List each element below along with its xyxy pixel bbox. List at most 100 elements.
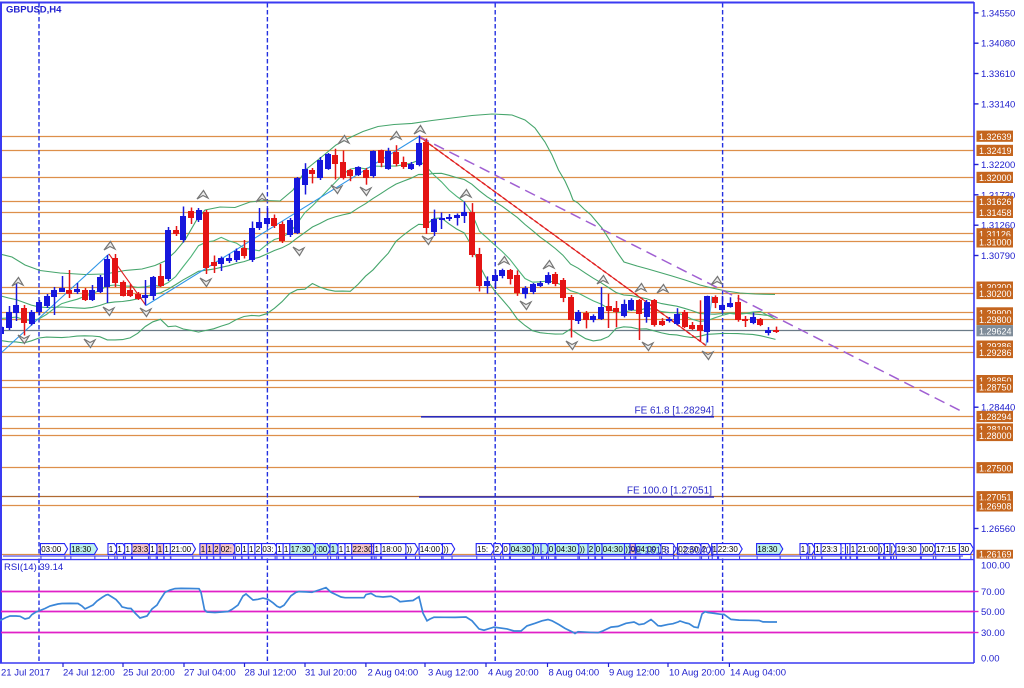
svg-text:1.31000: 1.31000 <box>979 238 1012 248</box>
svg-text:.: . <box>542 545 544 554</box>
svg-text:2: 2 <box>589 545 594 554</box>
svg-text:1: 1 <box>375 545 380 554</box>
svg-text:1: 1 <box>277 545 282 554</box>
svg-text:14:00: 14:00 <box>420 545 441 554</box>
svg-text:1.32000: 1.32000 <box>979 173 1012 183</box>
svg-text:30.00: 30.00 <box>981 628 1005 639</box>
svg-text:1: 1 <box>242 545 247 554</box>
svg-text:28 Jul 12:00: 28 Jul 12:00 <box>245 668 297 679</box>
svg-text:1.32639: 1.32639 <box>979 132 1012 142</box>
svg-text:14 Aug 04:00: 14 Aug 04:00 <box>730 668 786 679</box>
svg-text:03:: 03: <box>262 545 273 554</box>
svg-text:9 Aug 12:00: 9 Aug 12:00 <box>609 668 660 679</box>
svg-text:1.30790: 1.30790 <box>981 251 1015 262</box>
svg-text:23:3: 23:3 <box>822 545 838 554</box>
svg-text:1.34550: 1.34550 <box>981 8 1015 19</box>
svg-text:1: 1 <box>109 545 114 554</box>
svg-text:|: | <box>809 545 811 554</box>
svg-text:4 Aug 20:00: 4 Aug 20:00 <box>488 668 539 679</box>
svg-text:1.33140: 1.33140 <box>981 99 1015 110</box>
svg-text:0.00: 0.00 <box>981 654 1000 665</box>
svg-text:04:30: 04:30 <box>603 545 624 554</box>
svg-text:1.33610: 1.33610 <box>981 69 1015 80</box>
svg-text:1.29386: 1.29386 <box>979 342 1012 352</box>
svg-text:17:15: 17:15 <box>936 545 957 554</box>
svg-text:50.00: 50.00 <box>981 607 1005 618</box>
svg-text:1.28100: 1.28100 <box>979 425 1012 435</box>
svg-text::: : <box>842 545 844 554</box>
svg-text:2: 2 <box>702 545 707 554</box>
svg-text:24 Jul 12:00: 24 Jul 12:00 <box>63 668 115 679</box>
svg-text:0: 0 <box>596 545 601 554</box>
svg-text:)00: )00 <box>922 545 934 554</box>
svg-text:)): )) <box>580 545 586 554</box>
svg-text:1.28750: 1.28750 <box>979 383 1012 393</box>
svg-text:30: 30 <box>960 545 969 554</box>
svg-text:21:00: 21:00 <box>858 545 879 554</box>
svg-text:23:3: 23:3 <box>133 545 149 554</box>
svg-text:04:30: 04:30 <box>556 545 577 554</box>
svg-text:1.29900: 1.29900 <box>979 309 1012 319</box>
svg-text:1.31730: 1.31730 <box>981 190 1015 201</box>
svg-text:15:: 15: <box>477 545 488 554</box>
svg-text:02:30: 02:30 <box>678 545 699 554</box>
svg-text:0: 0 <box>503 545 508 554</box>
svg-text:2: 2 <box>495 545 500 554</box>
svg-text:FE 61.8 [1.28294]: FE 61.8 [1.28294] <box>634 406 714 417</box>
svg-text:FE 161.8 [1.25040]: FE 161.8 [1.25040] <box>629 546 714 557</box>
svg-text:18:30: 18:30 <box>71 545 92 554</box>
svg-text:21:00: 21:00 <box>171 545 192 554</box>
svg-text:1: 1 <box>126 545 131 554</box>
svg-text:|: | <box>846 545 848 554</box>
svg-text:1.28440: 1.28440 <box>981 403 1015 414</box>
svg-text:31 Jul 20:00: 31 Jul 20:00 <box>305 668 357 679</box>
svg-text:1.31260: 1.31260 <box>981 221 1015 232</box>
svg-text:1: 1 <box>339 545 344 554</box>
svg-text:18:00: 18:00 <box>382 545 403 554</box>
svg-text:1.29624: 1.29624 <box>979 326 1012 336</box>
svg-text::00: :00 <box>316 545 328 554</box>
svg-text:|: | <box>891 545 893 554</box>
svg-text:1:: 1: <box>815 545 822 554</box>
svg-text:1.27051: 1.27051 <box>979 492 1012 502</box>
svg-text:1: 1 <box>207 545 212 554</box>
svg-text:100.00: 100.00 <box>981 561 1010 572</box>
svg-text:1: 1 <box>164 545 169 554</box>
svg-text:1.26908: 1.26908 <box>979 502 1012 512</box>
svg-text:2: 2 <box>214 545 219 554</box>
svg-text:8 Aug 04:00: 8 Aug 04:00 <box>549 668 600 679</box>
svg-text:1.27500: 1.27500 <box>979 463 1012 473</box>
svg-text:1: 1 <box>284 545 289 554</box>
svg-text:1.28294: 1.28294 <box>979 412 1012 422</box>
svg-text:21 Jul 2017: 21 Jul 2017 <box>1 668 50 679</box>
svg-text:0: 0 <box>236 545 241 554</box>
svg-text:1.29800: 1.29800 <box>979 315 1012 325</box>
svg-text:0: 0 <box>549 545 554 554</box>
svg-text:10 Aug 20:00: 10 Aug 20:00 <box>669 668 725 679</box>
svg-text:19:30: 19:30 <box>897 545 918 554</box>
svg-text:18:30: 18:30 <box>757 545 778 554</box>
svg-text:RSI(14) 39.14: RSI(14) 39.14 <box>4 562 63 573</box>
svg-text:FE 100.0 [1.27051]: FE 100.0 [1.27051] <box>627 486 712 497</box>
svg-text:04:00: 04:00 <box>636 545 657 554</box>
svg-text:3 Aug 12:00: 3 Aug 12:00 <box>428 668 479 679</box>
svg-text:0: 0 <box>631 545 636 554</box>
svg-text:5:: 5: <box>662 545 669 554</box>
svg-text:70.00: 70.00 <box>981 587 1005 598</box>
svg-text:02:: 02: <box>221 545 232 554</box>
svg-text:1: 1 <box>201 545 206 554</box>
svg-text:17:30: 17:30 <box>291 545 312 554</box>
svg-text:1.30200: 1.30200 <box>979 289 1012 299</box>
svg-text:1: 1 <box>331 545 336 554</box>
svg-text:2: 2 <box>256 545 261 554</box>
svg-text:22:30: 22:30 <box>718 545 739 554</box>
svg-text:1.31458: 1.31458 <box>979 208 1012 218</box>
svg-text:1.31126: 1.31126 <box>979 229 1011 239</box>
svg-text:1: 1 <box>346 545 351 554</box>
svg-text:1.28850: 1.28850 <box>979 376 1012 386</box>
svg-text:): ) <box>880 545 883 554</box>
svg-text:1.30300: 1.30300 <box>979 283 1012 293</box>
svg-text:1: 1 <box>801 545 806 554</box>
svg-text:)): )) <box>443 545 449 554</box>
svg-text:1: 1 <box>851 545 856 554</box>
